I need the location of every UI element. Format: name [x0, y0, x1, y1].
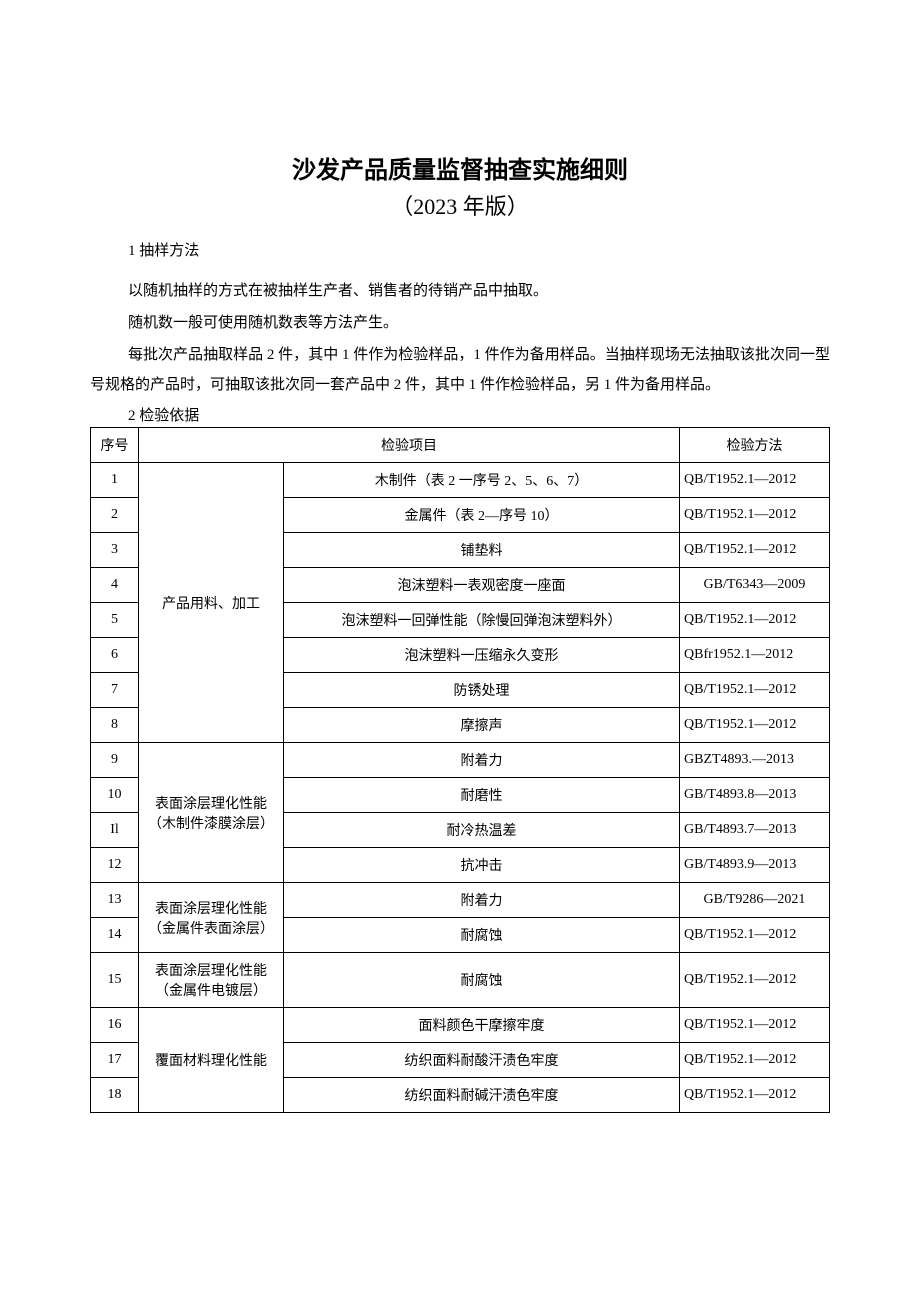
header-seq: 序号 — [91, 428, 139, 463]
cell-method: QB/T1952.1—2012 — [680, 1078, 830, 1113]
cell-item: 耐磨性 — [284, 778, 680, 813]
cell-seq: 2 — [91, 498, 139, 533]
cell-method: QB/T1952.1—2012 — [680, 918, 830, 953]
cell-item: 金属件（表 2—序号 10） — [284, 498, 680, 533]
cell-item: 摩擦声 — [284, 708, 680, 743]
header-item: 检验项目 — [139, 428, 680, 463]
cell-item: 抗冲击 — [284, 848, 680, 883]
cell-method: QB/T1952.1—2012 — [680, 1008, 830, 1043]
document-page: 沙发产品质量监督抽查实施细则 （2023 年版） 1 抽样方法 以随机抽样的方式… — [0, 0, 920, 1301]
cell-method: QB/T1952.1—2012 — [680, 603, 830, 638]
cell-seq: 17 — [91, 1043, 139, 1078]
cell-seq: 1 — [91, 463, 139, 498]
cell-method: QB/T1952.1—2012 — [680, 498, 830, 533]
section-2-heading: 2 检验依据 — [128, 404, 830, 425]
cell-category: 表面涂层理化性能（木制件漆膜涂层） — [139, 743, 284, 883]
table-row: 9 表面涂层理化性能（木制件漆膜涂层） 附着力 GBZT4893.—2013 — [91, 743, 830, 778]
table-row: 16 覆面材料理化性能 面料颜色干摩擦牢度 QB/T1952.1—2012 — [91, 1008, 830, 1043]
cell-item: 防锈处理 — [284, 673, 680, 708]
document-subtitle: （2023 年版） — [90, 189, 830, 221]
cell-method: GBZT4893.—2013 — [680, 743, 830, 778]
cell-seq: 13 — [91, 883, 139, 918]
cell-item: 纺织面料耐酸汗渍色牢度 — [284, 1043, 680, 1078]
cell-seq: 9 — [91, 743, 139, 778]
cell-method: GB/T4893.8—2013 — [680, 778, 830, 813]
cell-item: 耐腐蚀 — [284, 918, 680, 953]
section-1-heading: 1 抽样方法 — [128, 239, 830, 260]
table-row: 13 表面涂层理化性能（金属件表面涂层） 附着力 GB/T9286—2021 — [91, 883, 830, 918]
cell-method: QB/T1952.1—2012 — [680, 1043, 830, 1078]
cell-method: GB/T9286—2021 — [680, 883, 830, 918]
table-header-row: 序号 检验项目 检验方法 — [91, 428, 830, 463]
cell-method: QB/T1952.1—2012 — [680, 673, 830, 708]
cell-category: 产品用料、加工 — [139, 463, 284, 743]
header-method: 检验方法 — [680, 428, 830, 463]
cell-item: 附着力 — [284, 883, 680, 918]
cell-category: 表面涂层理化性能（金属件表面涂层） — [139, 883, 284, 953]
cell-item: 泡沫塑料一回弹性能（除慢回弹泡沫塑料外） — [284, 603, 680, 638]
cell-method: QB/T1952.1—2012 — [680, 708, 830, 743]
cell-item: 附着力 — [284, 743, 680, 778]
cell-seq: Il — [91, 813, 139, 848]
cell-category: 覆面材料理化性能 — [139, 1008, 284, 1113]
cell-item: 耐冷热温差 — [284, 813, 680, 848]
cell-item: 纺织面料耐碱汗渍色牢度 — [284, 1078, 680, 1113]
cell-seq: 4 — [91, 568, 139, 603]
cell-category: 表面涂层理化性能（金属件电镀层） — [139, 953, 284, 1008]
cell-seq: 6 — [91, 638, 139, 673]
cell-seq: 18 — [91, 1078, 139, 1113]
cell-item: 泡沫塑料一压缩永久变形 — [284, 638, 680, 673]
paragraph: 每批次产品抽取样品 2 件，其中 1 件作为检验样品，1 件作为备用样品。当抽样… — [90, 340, 830, 400]
cell-method: QB/T1952.1—2012 — [680, 463, 830, 498]
cell-item: 泡沫塑料一表观密度一座面 — [284, 568, 680, 603]
cell-seq: 15 — [91, 953, 139, 1008]
paragraph: 随机数一般可使用随机数表等方法产生。 — [90, 308, 830, 338]
cell-seq: 7 — [91, 673, 139, 708]
cell-method: QB/T1952.1—2012 — [680, 533, 830, 568]
cell-method: QBfr1952.1—2012 — [680, 638, 830, 673]
table-row: 15 表面涂层理化性能（金属件电镀层） 耐腐蚀 QB/T1952.1—2012 — [91, 953, 830, 1008]
cell-seq: 16 — [91, 1008, 139, 1043]
cell-method: GB/T6343—2009 — [680, 568, 830, 603]
cell-method: GB/T4893.9—2013 — [680, 848, 830, 883]
cell-seq: 10 — [91, 778, 139, 813]
document-title: 沙发产品质量监督抽查实施细则 — [90, 150, 830, 185]
cell-item: 木制件（表 2 一序号 2、5、6、7） — [284, 463, 680, 498]
cell-method: GB/T4893.7—2013 — [680, 813, 830, 848]
table-row: 1 产品用料、加工 木制件（表 2 一序号 2、5、6、7） QB/T1952.… — [91, 463, 830, 498]
cell-seq: 12 — [91, 848, 139, 883]
cell-seq: 14 — [91, 918, 139, 953]
cell-seq: 3 — [91, 533, 139, 568]
cell-item: 面料颜色干摩擦牢度 — [284, 1008, 680, 1043]
inspection-table: 序号 检验项目 检验方法 1 产品用料、加工 木制件（表 2 一序号 2、5、6… — [90, 427, 830, 1113]
paragraph: 以随机抽样的方式在被抽样生产者、销售者的待销产品中抽取。 — [90, 276, 830, 306]
cell-method: QB/T1952.1—2012 — [680, 953, 830, 1008]
cell-seq: 8 — [91, 708, 139, 743]
cell-item: 铺垫料 — [284, 533, 680, 568]
cell-seq: 5 — [91, 603, 139, 638]
cell-item: 耐腐蚀 — [284, 953, 680, 1008]
